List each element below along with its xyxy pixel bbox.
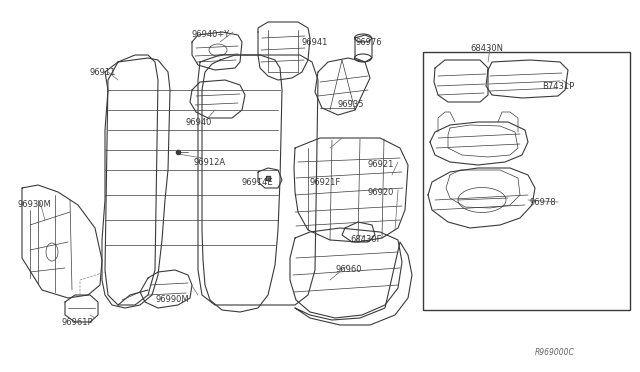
- Text: R969000C: R969000C: [535, 348, 575, 357]
- Text: 96940: 96940: [185, 118, 211, 127]
- Text: 96960: 96960: [335, 265, 362, 274]
- Bar: [423, 52, 630, 310]
- Text: 96912A: 96912A: [193, 158, 225, 167]
- Text: 68430N: 68430N: [470, 44, 503, 53]
- Text: 96920: 96920: [368, 188, 394, 197]
- Text: 96990M: 96990M: [155, 295, 189, 304]
- Text: 96921F: 96921F: [310, 178, 341, 187]
- Text: 68430F: 68430F: [350, 235, 381, 244]
- Text: 96961P: 96961P: [62, 318, 93, 327]
- Text: 96914E: 96914E: [242, 178, 274, 187]
- Text: 96941: 96941: [302, 38, 328, 47]
- Text: 96940+Y: 96940+Y: [192, 30, 230, 39]
- Text: 96978: 96978: [530, 198, 557, 207]
- Text: 96911: 96911: [90, 68, 116, 77]
- Text: 96930M: 96930M: [18, 200, 52, 209]
- Text: 96921: 96921: [368, 160, 394, 169]
- Text: 96976: 96976: [356, 38, 383, 47]
- Text: 96935: 96935: [338, 100, 365, 109]
- Text: B7431P: B7431P: [542, 82, 574, 91]
